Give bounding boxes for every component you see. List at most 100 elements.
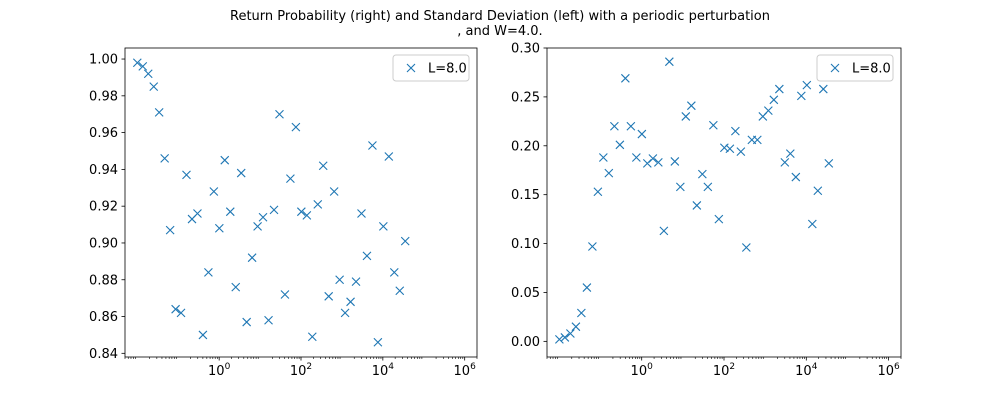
left-data-point — [253, 222, 262, 231]
left-y-tick-label: 0.90 — [89, 236, 118, 251]
right-data-point — [653, 158, 663, 167]
right-data-point — [791, 172, 801, 182]
right-data-point — [604, 168, 614, 178]
right-x-tick-label: 100 — [631, 362, 654, 379]
left-data-point — [231, 282, 241, 292]
left-data-point — [198, 330, 208, 340]
chart-title-line1: Return Probability (right) and Standard … — [230, 9, 770, 24]
left-y-tick-label: 0.86 — [89, 310, 118, 325]
left-data-point — [225, 207, 235, 217]
right-data-point — [780, 158, 790, 167]
right-data-point — [774, 84, 784, 94]
right-data-point — [692, 201, 702, 210]
right-y-tick-label: 0.20 — [511, 139, 540, 154]
right-data-point — [576, 308, 586, 318]
left-data-point — [296, 207, 306, 217]
right-data-point — [571, 322, 581, 332]
right-y-tick-label: 0.30 — [511, 42, 540, 57]
left-data-point — [138, 62, 148, 71]
left-y-tick-label: 0.88 — [89, 273, 118, 288]
right-data-point — [730, 126, 740, 136]
left-data-point — [362, 251, 372, 261]
right-data-point — [725, 144, 735, 154]
right-panel: 100 102 104 106 0.00 0.05 0.10 0.15 0.20 0.25 0.30… — [511, 42, 902, 379]
left-data-point — [318, 161, 328, 171]
left-data-point — [368, 141, 377, 150]
left-data-point — [154, 107, 164, 117]
left-data-point — [275, 109, 284, 119]
right-data-point — [609, 121, 619, 131]
right-data-point — [824, 158, 834, 168]
left-data-point — [242, 317, 252, 327]
left-data-point — [378, 222, 388, 231]
right-data-point — [807, 219, 817, 229]
left-data-point — [176, 308, 186, 318]
right-data-point — [664, 57, 674, 67]
right-y-tick-label: 0.10 — [511, 237, 540, 252]
left-data-point — [313, 199, 323, 209]
right-y-tick-label: 0.00 — [511, 335, 540, 350]
right-data-point — [714, 214, 724, 224]
left-data-point — [346, 297, 355, 307]
left-data-point — [204, 268, 213, 277]
left-data-point — [132, 58, 142, 68]
left-data-point — [340, 308, 350, 318]
left-data-point — [389, 268, 399, 277]
left-data-point — [182, 170, 191, 180]
right-data-point — [626, 121, 636, 131]
right-data-point — [719, 143, 729, 153]
left-data-point — [373, 337, 383, 347]
right-data-point — [648, 154, 658, 163]
left-data-point — [395, 286, 405, 296]
left-y-tick-label: 0.92 — [89, 200, 118, 215]
left-y-tick-label: 0.96 — [89, 126, 118, 141]
right-y-tick-label: 0.15 — [511, 188, 540, 203]
left-x-tick-label: 104 — [372, 362, 395, 379]
right-data-point — [598, 153, 608, 162]
right-data-point — [582, 283, 592, 292]
right-y-tick-label: 0.05 — [511, 286, 540, 301]
right-axes-frame — [546, 47, 902, 358]
left-y-tick-label: 0.84 — [89, 347, 118, 362]
right-data-point — [620, 73, 630, 83]
left-data-point — [214, 223, 224, 233]
right-data-point — [796, 91, 806, 101]
right-data-point — [670, 157, 680, 166]
left-x-tick-label: 106 — [454, 362, 477, 379]
right-legend-marker — [830, 63, 840, 73]
left-data-point — [286, 174, 295, 183]
right-x-tick-label: 106 — [877, 362, 900, 379]
left-data-point — [291, 122, 301, 132]
left-data-point — [209, 187, 219, 196]
right-data-point — [741, 243, 751, 252]
right-x-tick-label: 104 — [795, 362, 818, 379]
right-data-point — [593, 187, 603, 197]
left-y-tick-label: 1.00 — [89, 53, 118, 68]
left-y-tick-label: 0.98 — [89, 89, 118, 104]
left-legend-marker — [406, 63, 416, 73]
left-data-point — [329, 187, 339, 196]
left-legend-label: L=8.0 — [428, 62, 467, 77]
left-data-point — [220, 155, 230, 165]
left-data-point — [258, 212, 268, 222]
chart-title-line2: , and W=4.0. — [457, 24, 542, 39]
right-data-point — [703, 182, 713, 192]
left-data-point — [351, 277, 361, 286]
left-x-tick-label: 100 — [208, 362, 231, 379]
right-data-point — [659, 226, 669, 236]
left-data-point — [384, 152, 394, 161]
left-data-point — [165, 225, 175, 235]
right-x-tick-label: 102 — [713, 362, 735, 379]
right-data-point — [813, 186, 823, 196]
left-data-point — [236, 168, 246, 178]
right-legend-label: L=8.0 — [852, 62, 891, 77]
left-data-point — [149, 82, 159, 92]
right-data-point — [681, 112, 691, 121]
left-data-point — [171, 304, 180, 314]
left-data-point — [302, 210, 312, 220]
left-data-point — [193, 209, 202, 218]
left-data-point — [307, 332, 317, 342]
right-data-point — [637, 129, 647, 139]
right-data-point — [631, 153, 641, 162]
